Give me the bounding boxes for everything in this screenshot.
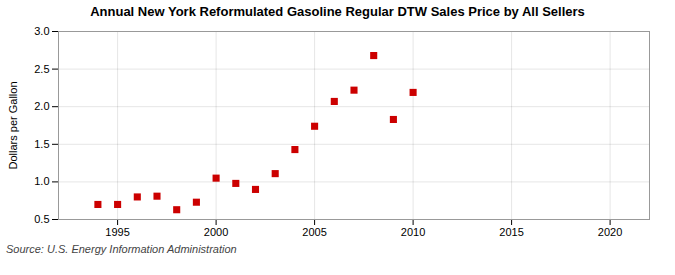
svg-text:2005: 2005	[302, 226, 326, 238]
svg-text:2.0: 2.0	[34, 100, 49, 112]
svg-text:2010: 2010	[401, 226, 425, 238]
svg-text:2015: 2015	[499, 226, 523, 238]
html-text:Source: U.S. Energy Informatio: Source: U.S. Energy Information Administ…	[6, 243, 237, 255]
svg-text:0.5: 0.5	[34, 213, 49, 225]
html-text:Annual New York Reformulated G: Annual New York Reformulated Gasoline Re…	[90, 4, 585, 19]
svg-text:2020: 2020	[598, 226, 622, 238]
svg-text:2000: 2000	[204, 226, 228, 238]
svg-text:Dollars per Gallon: Dollars per Gallon	[7, 81, 19, 169]
svg-text:2.5: 2.5	[34, 63, 49, 75]
svg-text:1995: 1995	[105, 226, 129, 238]
svg-text:3.0: 3.0	[34, 25, 49, 37]
svg-text:1.0: 1.0	[34, 175, 49, 187]
svg-text:1.5: 1.5	[34, 138, 49, 150]
